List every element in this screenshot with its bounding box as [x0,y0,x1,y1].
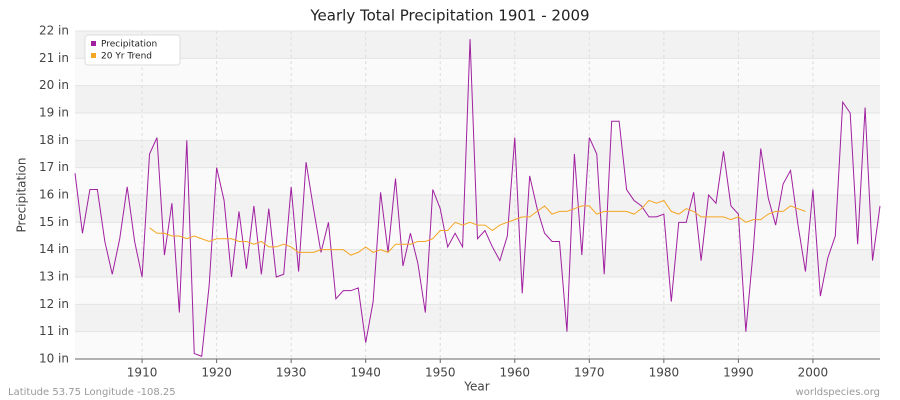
chart-title: Yearly Total Precipitation 1901 - 2009 [309,7,589,25]
y-tick-label: 20 in [39,78,69,92]
grid-band [75,277,880,305]
footer-left: Latitude 53.75 Longitude -108.25 [8,387,176,398]
grid-band [75,85,880,113]
legend: Precipitation 20 Yr Trend [84,34,181,66]
x-tick-label: 1940 [350,366,381,380]
y-axis-label: Precipitation [15,157,29,232]
grid-band [75,140,880,168]
y-tick-label: 18 in [39,133,69,147]
grid-band [75,249,880,277]
y-tick-label: 21 in [39,51,69,65]
y-tick-label: 13 in [39,270,69,284]
x-tick-label: 1970 [574,366,605,380]
grid-band [75,58,880,86]
y-tick-label: 11 in [39,324,69,338]
legend-label: 20 Yr Trend [101,52,152,62]
x-tick-label: 1910 [127,366,158,380]
x-tick-label: 1960 [499,366,530,380]
grid-band [75,331,880,359]
legend-swatch [91,53,96,58]
y-tick-label: 10 in [39,352,69,366]
plot-area [75,30,880,360]
y-tick-label: 22 in [39,24,69,38]
footer-right: worldspecies.org [796,387,880,398]
grid-band [75,31,880,59]
grid-band [75,167,880,195]
series-line [149,199,806,256]
grid-band [75,304,880,332]
series-line [74,39,881,357]
y-tick-label: 19 in [39,106,69,120]
y-tick-label: 14 in [39,242,69,256]
x-tick-label: 1980 [649,366,680,380]
legend-box [84,34,181,66]
y-tick-label: 16 in [39,188,69,202]
x-tick-label: 1930 [276,366,307,380]
x-tick-label: 1950 [425,366,456,380]
grid-band [75,195,880,223]
y-tick-label: 12 in [39,297,69,311]
legend-label: Precipitation [101,40,157,50]
y-tick-label: 17 in [39,160,69,174]
y-tick-label: 15 in [39,215,69,229]
x-tick-label: 1990 [723,366,754,380]
grid-band [75,113,880,141]
x-axis-label: Year [463,380,489,394]
legend-swatch [91,41,96,46]
x-tick-label: 1920 [201,366,232,380]
x-tick-label: 2000 [798,366,829,380]
